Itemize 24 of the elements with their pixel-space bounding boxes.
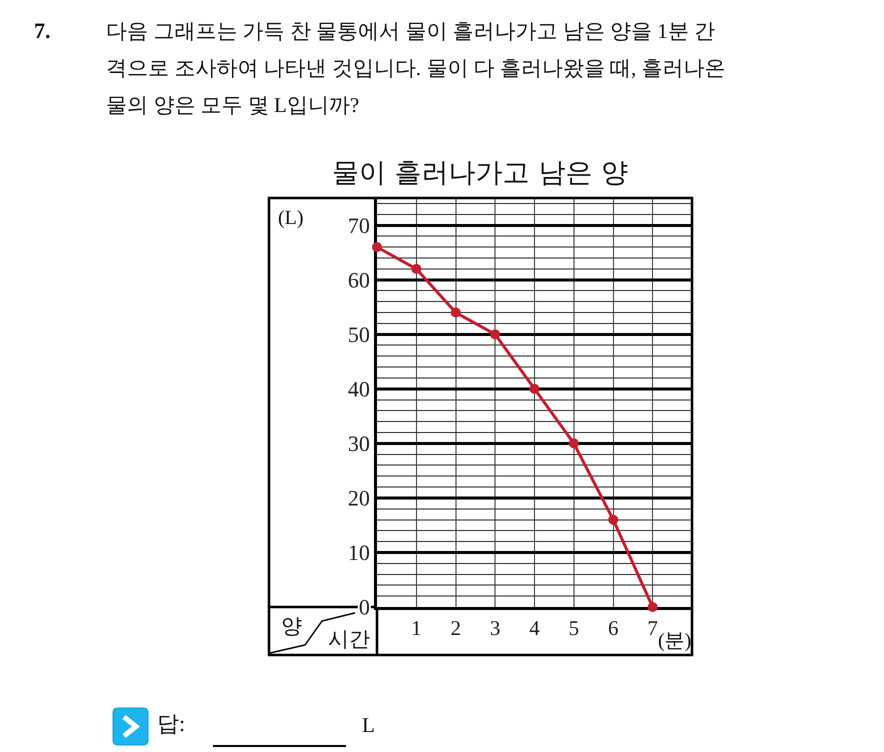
y-tick-label: 10 bbox=[348, 540, 370, 566]
y-tick-label: 50 bbox=[348, 322, 370, 348]
text: (L) bbox=[278, 207, 304, 229]
text: L bbox=[362, 713, 375, 737]
y-tick-label: 20 bbox=[348, 486, 370, 511]
y-tick-label: 70 bbox=[348, 212, 370, 238]
text: (분) bbox=[658, 630, 692, 652]
x-tick-label: 4 bbox=[529, 616, 540, 640]
text: 답: bbox=[157, 711, 186, 736]
text: 7. bbox=[34, 18, 50, 43]
x-tick-label: 7 bbox=[647, 616, 658, 640]
x-tick-label: 3 bbox=[490, 616, 500, 640]
x-tick-label: 2 bbox=[450, 616, 461, 640]
y-tick-label: 60 bbox=[348, 268, 370, 292]
y-tick-label: 0 bbox=[358, 594, 370, 620]
y-tick-label: 40 bbox=[348, 376, 370, 402]
x-axis-title: 시간 bbox=[328, 627, 370, 651]
x-tick-label: 6 bbox=[608, 616, 618, 640]
x-tick-label: 5 bbox=[568, 616, 580, 640]
chart-title: 물이 흘러나가고 남은 양 bbox=[332, 157, 628, 188]
x-tick-label: 1 bbox=[411, 616, 422, 640]
y-axis-title: 양 bbox=[281, 614, 302, 638]
y-tick-label: 30 bbox=[348, 431, 370, 456]
text: 다음 그래프는 가득 찬 물통에서 물이 흘러나가고 남은 양을 1분 간 격으로 조사하여 나타낸 것입니다. 물이 다 흘러나왔을 때, 흘러나온 물의 양은 모두 몇 L입니까? bbox=[106, 19, 726, 117]
